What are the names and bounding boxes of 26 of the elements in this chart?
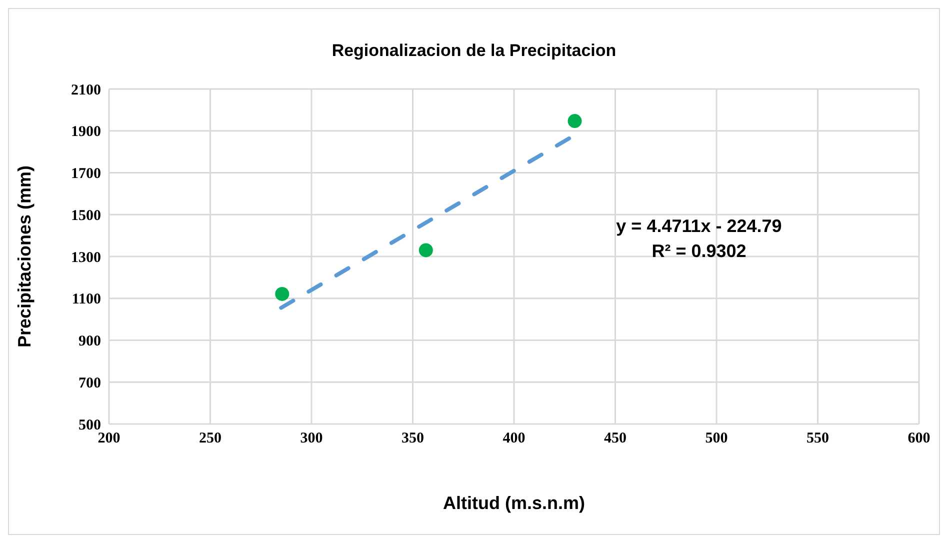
y-tick-label: 900 (78, 334, 101, 350)
x-tick-label: 400 (502, 430, 526, 447)
annotation: R² = 0.9302 (650, 240, 748, 263)
y-tick-label: 1300 (71, 250, 101, 266)
x-tick-label: 550 (806, 430, 829, 447)
point (418, 243, 433, 258)
x-tick-label: 600 (908, 430, 930, 447)
x-tick-label: 300 (300, 430, 323, 447)
y-tick-label: 1100 (72, 292, 101, 308)
x-tick-label: 250 (199, 430, 222, 447)
y-tick-label: 2100 (71, 82, 101, 98)
y-tick-label: 1500 (71, 208, 101, 224)
point (568, 114, 582, 128)
y-tick-label: 1900 (71, 124, 101, 140)
annotation: y = 4.4711x - 224.79 (615, 215, 783, 238)
x-tick-label: 200 (98, 430, 120, 447)
y-tick-label: 500 (78, 417, 101, 434)
chart-title: Regionalizacion de la Precipitacion (330, 41, 618, 61)
x-axis-title: Altitud (m.s.n.m) (443, 493, 585, 513)
x-tick-label: 350 (402, 430, 424, 447)
point (275, 286, 290, 301)
x-tick-label: 450 (604, 430, 626, 447)
x-tick-label: 500 (705, 430, 728, 447)
y-tick-label: 700 (78, 375, 101, 392)
y-axis-title: Precipitaciones (mm) (14, 165, 34, 348)
y-tick-label: 1700 (71, 166, 101, 182)
